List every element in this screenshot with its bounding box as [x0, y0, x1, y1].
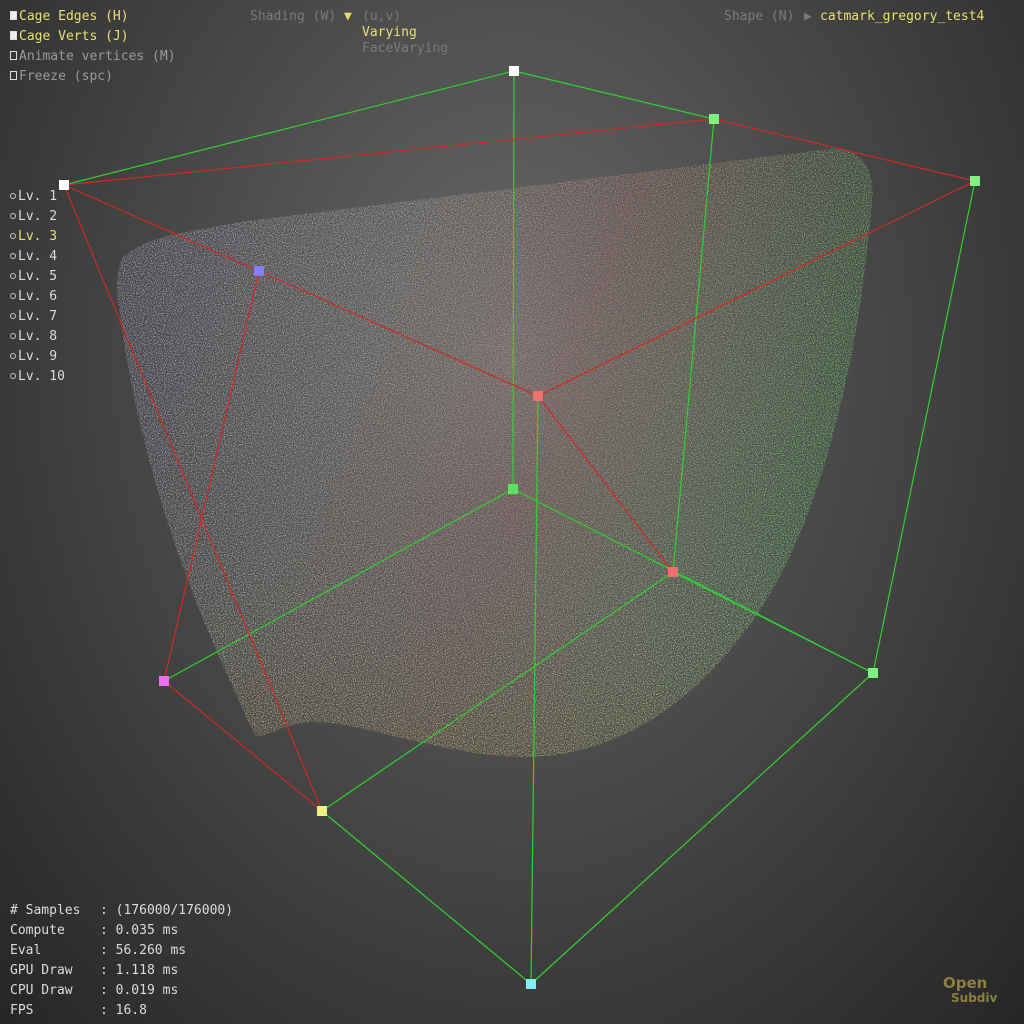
stat-value: : 0.035 ms — [100, 923, 179, 938]
level-label[interactable]: Lv. 7 — [18, 309, 58, 324]
stat-label: GPU Draw — [10, 963, 73, 978]
stat-value: : 16.8 — [100, 1003, 147, 1018]
logo-text: Open — [943, 974, 988, 992]
shape-value[interactable]: catmark_gregory_test4 — [820, 9, 985, 24]
stat-value: : 0.019 ms — [100, 983, 179, 998]
level-label[interactable]: Lv. 1 — [18, 189, 58, 204]
level-option[interactable]: Lv. 7 — [10, 307, 57, 327]
shading-option[interactable]: (u,v) — [362, 9, 402, 24]
toggle[interactable]: Cage Edges (H) — [10, 7, 129, 27]
level-label[interactable]: Lv. 8 — [18, 329, 58, 344]
toggle-label[interactable]: Cage Edges (H) — [19, 9, 129, 24]
level-label[interactable]: Lv. 2 — [18, 209, 58, 224]
level-label[interactable]: Lv. 3 — [18, 229, 58, 244]
toggle-label[interactable]: Animate vertices (M) — [19, 49, 176, 64]
level-option[interactable]: Lv. 4 — [10, 247, 57, 267]
level-label[interactable]: Lv. 6 — [18, 289, 58, 304]
level-option[interactable]: Lv. 5 — [10, 267, 57, 287]
shape-label[interactable]: Shape (N) — [724, 9, 795, 24]
logo: Open Subdiv — [943, 976, 997, 1006]
level-label[interactable]: Lv. 10 — [18, 369, 65, 384]
stat-label: Compute — [10, 923, 65, 938]
level-label[interactable]: Lv. 4 — [18, 249, 58, 264]
toggle[interactable]: Freeze (spc) — [10, 67, 113, 87]
toggle[interactable]: Animate vertices (M) — [10, 47, 176, 67]
shading-option[interactable]: FaceVarying — [362, 41, 449, 56]
shading-option[interactable]: Varying — [362, 25, 417, 40]
level-option[interactable]: Lv. 1 — [10, 187, 57, 207]
stat-label: FPS — [10, 1003, 34, 1018]
level-option[interactable]: Lv. 10 — [10, 367, 65, 387]
stat-value: : 56.260 ms — [100, 943, 187, 958]
logo-text: Subdiv — [951, 991, 998, 1005]
stat-label: # Samples — [10, 903, 81, 918]
dropdown-arrow[interactable]: ▼ — [344, 9, 352, 24]
cage-edges — [63, 70, 976, 985]
level-option[interactable]: Lv. 8 — [10, 327, 57, 347]
level-option[interactable]: Lv. 6 — [10, 287, 57, 307]
level-label[interactable]: Lv. 9 — [18, 349, 58, 364]
shape-arrow[interactable]: ▶ — [804, 9, 812, 24]
level-option[interactable]: Lv. 9 — [10, 347, 57, 367]
level-label[interactable]: Lv. 5 — [18, 269, 58, 284]
level-option[interactable]: Lv. 2 — [10, 207, 57, 227]
cage-verts — [59, 66, 980, 989]
stat-label: Eval — [10, 943, 42, 958]
stat-value: : 1.118 ms — [100, 963, 179, 978]
shading-label[interactable]: Shading (W) — [250, 9, 337, 24]
surface — [117, 149, 873, 757]
toggle-label[interactable]: Cage Verts (J) — [19, 29, 129, 44]
stat-value: : (176000/176000) — [100, 903, 234, 918]
level-option[interactable]: Lv. 3 — [10, 227, 57, 247]
toggle[interactable]: Cage Verts (J) — [10, 27, 129, 47]
stat-label: CPU Draw — [10, 983, 73, 998]
toggle-label[interactable]: Freeze (spc) — [19, 69, 113, 84]
